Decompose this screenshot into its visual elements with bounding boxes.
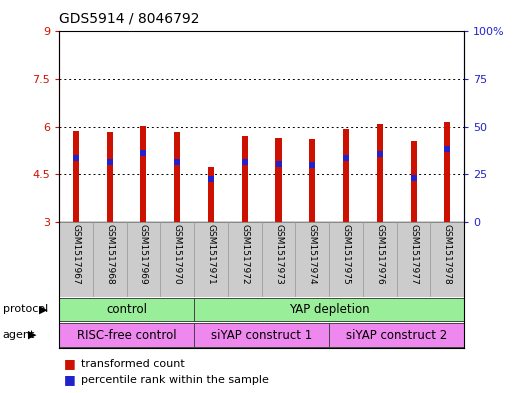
Bar [59,298,194,321]
Text: GSM1517973: GSM1517973 [274,224,283,285]
Text: YAP depletion: YAP depletion [289,303,369,316]
Bar [194,298,464,321]
Text: GSM1517967: GSM1517967 [71,224,81,285]
Text: GSM1517969: GSM1517969 [139,224,148,285]
Bar [242,136,248,222]
Text: ■: ■ [64,373,76,387]
Text: percentile rank within the sample: percentile rank within the sample [81,375,268,385]
Bar [107,132,113,222]
Bar [93,222,127,297]
Bar [194,323,329,347]
Bar [295,222,329,297]
Text: GSM1517972: GSM1517972 [240,224,249,285]
Bar [430,222,464,297]
Text: ▶: ▶ [38,305,47,314]
Bar [444,122,450,222]
Bar [127,222,160,297]
Text: ■: ■ [64,357,76,370]
Text: GSM1517974: GSM1517974 [308,224,317,285]
Text: RISC-free control: RISC-free control [77,329,176,342]
Text: ▶: ▶ [28,330,37,340]
Bar [343,129,349,222]
Bar [329,222,363,297]
Text: GSM1517978: GSM1517978 [443,224,452,285]
Text: GSM1517970: GSM1517970 [173,224,182,285]
Bar [329,323,464,347]
Text: GSM1517976: GSM1517976 [376,224,384,285]
Bar [174,132,180,222]
Text: siYAP construct 2: siYAP construct 2 [346,329,447,342]
Text: GSM1517975: GSM1517975 [342,224,350,285]
Text: GSM1517977: GSM1517977 [409,224,418,285]
Bar [377,123,383,222]
Bar [410,141,417,222]
Bar [363,222,397,297]
Bar [228,222,262,297]
Text: protocol: protocol [3,305,48,314]
Bar [275,138,282,222]
Bar [309,139,315,222]
Bar [397,222,430,297]
Bar [160,222,194,297]
Text: agent: agent [3,330,35,340]
Bar [59,222,93,297]
Text: GSM1517968: GSM1517968 [105,224,114,285]
Text: siYAP construct 1: siYAP construct 1 [211,329,312,342]
Text: GSM1517971: GSM1517971 [206,224,215,285]
Bar [59,323,194,347]
Text: control: control [106,303,147,316]
Bar [141,126,147,222]
Bar [73,130,79,222]
Bar [194,222,228,297]
Text: GDS5914 / 8046792: GDS5914 / 8046792 [59,12,200,26]
Bar [208,167,214,222]
Bar [262,222,295,297]
Text: transformed count: transformed count [81,358,184,369]
